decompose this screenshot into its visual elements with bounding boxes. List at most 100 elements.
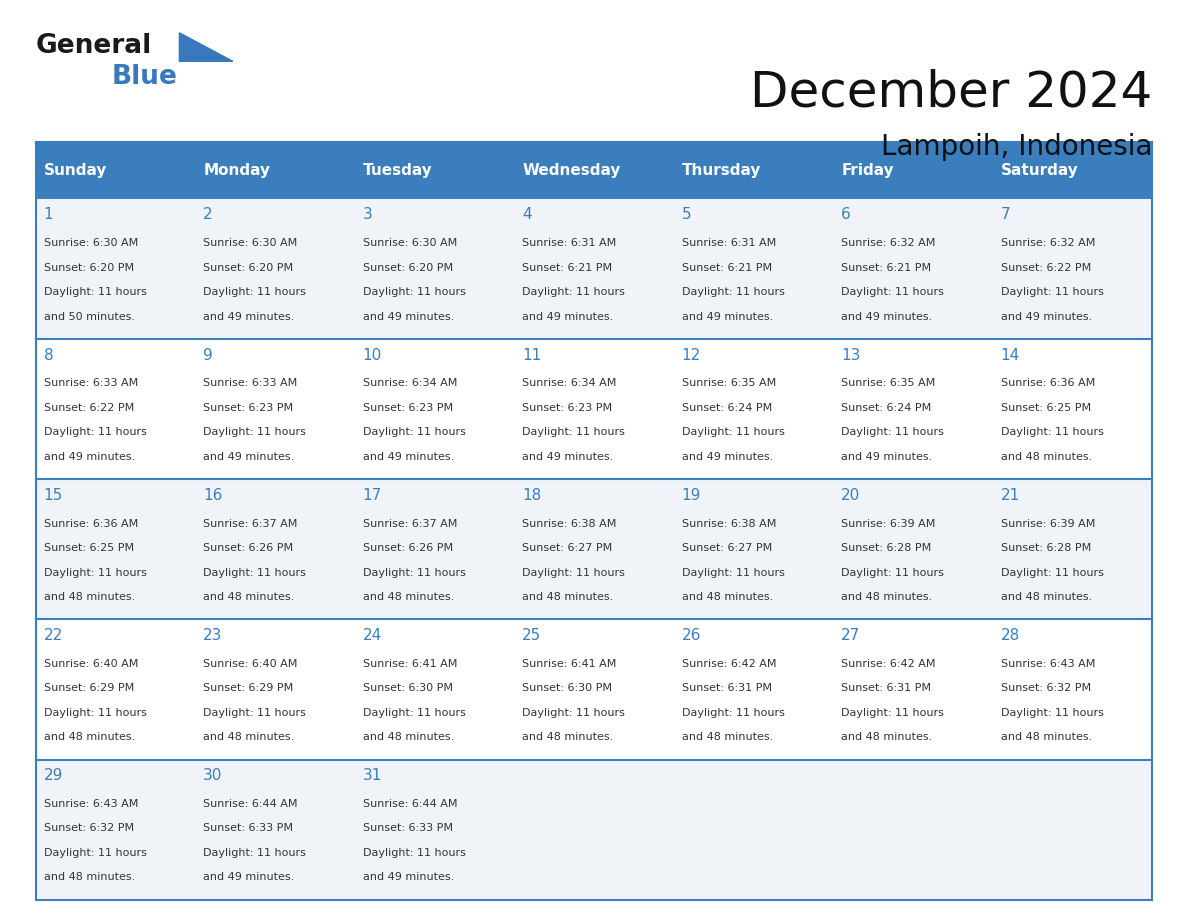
Text: 5: 5	[682, 207, 691, 222]
Text: Sunset: 6:25 PM: Sunset: 6:25 PM	[44, 543, 134, 553]
Bar	[674, 142, 833, 199]
Text: Daylight: 11 hours: Daylight: 11 hours	[1000, 287, 1104, 297]
Text: Daylight: 11 hours: Daylight: 11 hours	[44, 708, 146, 718]
Text: Daylight: 11 hours: Daylight: 11 hours	[841, 287, 944, 297]
Text: Sunset: 6:29 PM: Sunset: 6:29 PM	[44, 683, 134, 693]
Text: and 49 minutes.: and 49 minutes.	[203, 452, 295, 462]
Text: 15: 15	[44, 487, 63, 503]
Bar	[355, 759, 514, 900]
Bar	[993, 759, 1152, 900]
Text: and 48 minutes.: and 48 minutes.	[44, 592, 135, 602]
Text: Sunset: 6:23 PM: Sunset: 6:23 PM	[523, 403, 612, 413]
Bar	[674, 339, 833, 479]
Bar	[833, 339, 993, 479]
Text: Friday: Friday	[841, 163, 893, 178]
Bar	[993, 479, 1152, 620]
Text: Sunset: 6:20 PM: Sunset: 6:20 PM	[362, 263, 453, 273]
Text: Sunrise: 6:43 AM: Sunrise: 6:43 AM	[44, 799, 138, 809]
Bar	[195, 339, 355, 479]
Text: Sunrise: 6:37 AM: Sunrise: 6:37 AM	[203, 519, 297, 529]
Bar	[355, 199, 514, 339]
Bar	[195, 199, 355, 339]
Text: Sunset: 6:26 PM: Sunset: 6:26 PM	[362, 543, 453, 553]
Bar	[833, 199, 993, 339]
Bar	[993, 339, 1152, 479]
Text: Sunset: 6:28 PM: Sunset: 6:28 PM	[1000, 543, 1091, 553]
Text: Sunset: 6:20 PM: Sunset: 6:20 PM	[203, 263, 293, 273]
Text: 3: 3	[362, 207, 372, 222]
Bar	[514, 479, 674, 620]
Text: Sunrise: 6:32 AM: Sunrise: 6:32 AM	[1000, 239, 1095, 249]
Text: Daylight: 11 hours: Daylight: 11 hours	[44, 848, 146, 857]
Text: Sunrise: 6:35 AM: Sunrise: 6:35 AM	[682, 378, 776, 388]
Text: 21: 21	[1000, 487, 1020, 503]
Bar	[993, 620, 1152, 759]
Text: Sunrise: 6:37 AM: Sunrise: 6:37 AM	[362, 519, 457, 529]
Text: Sunrise: 6:35 AM: Sunrise: 6:35 AM	[841, 378, 935, 388]
Text: Sunset: 6:22 PM: Sunset: 6:22 PM	[44, 403, 134, 413]
Text: Blue: Blue	[112, 64, 177, 91]
Text: Sunset: 6:20 PM: Sunset: 6:20 PM	[44, 263, 134, 273]
Bar	[355, 142, 514, 199]
Text: 28: 28	[1000, 628, 1020, 643]
Text: Thursday: Thursday	[682, 163, 762, 178]
Bar	[36, 479, 195, 620]
Text: and 49 minutes.: and 49 minutes.	[1000, 312, 1092, 322]
Text: Sunset: 6:21 PM: Sunset: 6:21 PM	[682, 263, 772, 273]
Text: Sunset: 6:23 PM: Sunset: 6:23 PM	[203, 403, 293, 413]
Text: Sunrise: 6:30 AM: Sunrise: 6:30 AM	[362, 239, 457, 249]
Text: Daylight: 11 hours: Daylight: 11 hours	[682, 567, 784, 577]
Text: and 48 minutes.: and 48 minutes.	[44, 733, 135, 743]
Text: and 48 minutes.: and 48 minutes.	[203, 733, 295, 743]
Text: Daylight: 11 hours: Daylight: 11 hours	[362, 567, 466, 577]
Text: Sunrise: 6:42 AM: Sunrise: 6:42 AM	[682, 658, 776, 668]
Text: Sunset: 6:30 PM: Sunset: 6:30 PM	[362, 683, 453, 693]
Text: Sunset: 6:31 PM: Sunset: 6:31 PM	[682, 683, 772, 693]
Text: Daylight: 11 hours: Daylight: 11 hours	[841, 428, 944, 438]
Text: Sunrise: 6:41 AM: Sunrise: 6:41 AM	[362, 658, 457, 668]
Text: Sunset: 6:33 PM: Sunset: 6:33 PM	[203, 823, 293, 834]
Text: Sunrise: 6:40 AM: Sunrise: 6:40 AM	[203, 658, 297, 668]
Text: Daylight: 11 hours: Daylight: 11 hours	[523, 567, 625, 577]
Text: 16: 16	[203, 487, 222, 503]
Text: and 48 minutes.: and 48 minutes.	[203, 592, 295, 602]
Text: and 48 minutes.: and 48 minutes.	[362, 592, 454, 602]
Text: and 49 minutes.: and 49 minutes.	[841, 452, 933, 462]
Text: 6: 6	[841, 207, 851, 222]
Text: 11: 11	[523, 348, 542, 363]
Text: Sunrise: 6:42 AM: Sunrise: 6:42 AM	[841, 658, 936, 668]
Text: 9: 9	[203, 348, 213, 363]
Text: Sunrise: 6:33 AM: Sunrise: 6:33 AM	[203, 378, 297, 388]
Bar	[195, 620, 355, 759]
Text: and 49 minutes.: and 49 minutes.	[203, 312, 295, 322]
Bar	[833, 479, 993, 620]
Text: 17: 17	[362, 487, 381, 503]
Bar	[195, 479, 355, 620]
Bar	[514, 199, 674, 339]
Text: Sunset: 6:33 PM: Sunset: 6:33 PM	[362, 823, 453, 834]
Bar	[674, 199, 833, 339]
Text: Sunset: 6:27 PM: Sunset: 6:27 PM	[682, 543, 772, 553]
Text: 1: 1	[44, 207, 53, 222]
Text: 12: 12	[682, 348, 701, 363]
Text: Daylight: 11 hours: Daylight: 11 hours	[523, 708, 625, 718]
Text: and 48 minutes.: and 48 minutes.	[1000, 592, 1092, 602]
Text: and 49 minutes.: and 49 minutes.	[362, 452, 454, 462]
Text: and 49 minutes.: and 49 minutes.	[203, 872, 295, 882]
Text: Daylight: 11 hours: Daylight: 11 hours	[682, 428, 784, 438]
Bar	[36, 620, 195, 759]
Text: Daylight: 11 hours: Daylight: 11 hours	[682, 708, 784, 718]
Text: and 48 minutes.: and 48 minutes.	[682, 592, 773, 602]
Text: Daylight: 11 hours: Daylight: 11 hours	[44, 287, 146, 297]
Bar	[514, 339, 674, 479]
Text: Sunset: 6:26 PM: Sunset: 6:26 PM	[203, 543, 293, 553]
Text: and 49 minutes.: and 49 minutes.	[523, 312, 613, 322]
Bar	[833, 142, 993, 199]
Text: Sunset: 6:32 PM: Sunset: 6:32 PM	[1000, 683, 1091, 693]
Text: Daylight: 11 hours: Daylight: 11 hours	[362, 708, 466, 718]
Text: Sunrise: 6:44 AM: Sunrise: 6:44 AM	[362, 799, 457, 809]
Text: Sunset: 6:32 PM: Sunset: 6:32 PM	[44, 823, 134, 834]
Text: 22: 22	[44, 628, 63, 643]
Text: Daylight: 11 hours: Daylight: 11 hours	[1000, 428, 1104, 438]
Text: and 48 minutes.: and 48 minutes.	[362, 733, 454, 743]
